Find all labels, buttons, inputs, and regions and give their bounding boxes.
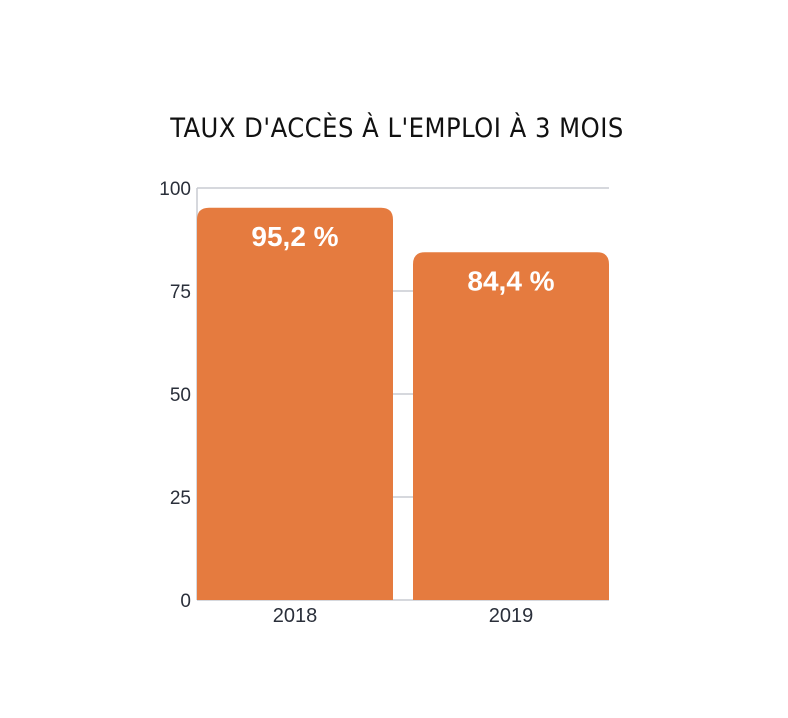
y-tick-label: 25 <box>170 488 191 509</box>
x-tick-label: 2019 <box>489 605 534 627</box>
y-tick-label: 0 <box>180 591 191 612</box>
data-label: 95,2 % <box>251 221 338 252</box>
y-tick-label: 50 <box>170 385 191 406</box>
bar-2018 <box>197 207 393 600</box>
chart-title: TAUX D'ACCÈS À L'EMPLOI À 3 MOIS <box>169 112 624 144</box>
bars <box>197 207 609 600</box>
x-axis-ticks: 2018 2019 <box>273 605 534 627</box>
data-label: 84,4 % <box>467 265 554 296</box>
y-tick-label: 75 <box>170 282 191 303</box>
bar-2019 <box>413 252 609 600</box>
y-tick-label: 100 <box>159 179 191 200</box>
x-tick-label: 2018 <box>273 605 318 627</box>
data-labels: 95,2 % 84,4 % <box>251 221 554 296</box>
y-axis-ticks: 0 25 50 75 100 <box>159 179 191 612</box>
